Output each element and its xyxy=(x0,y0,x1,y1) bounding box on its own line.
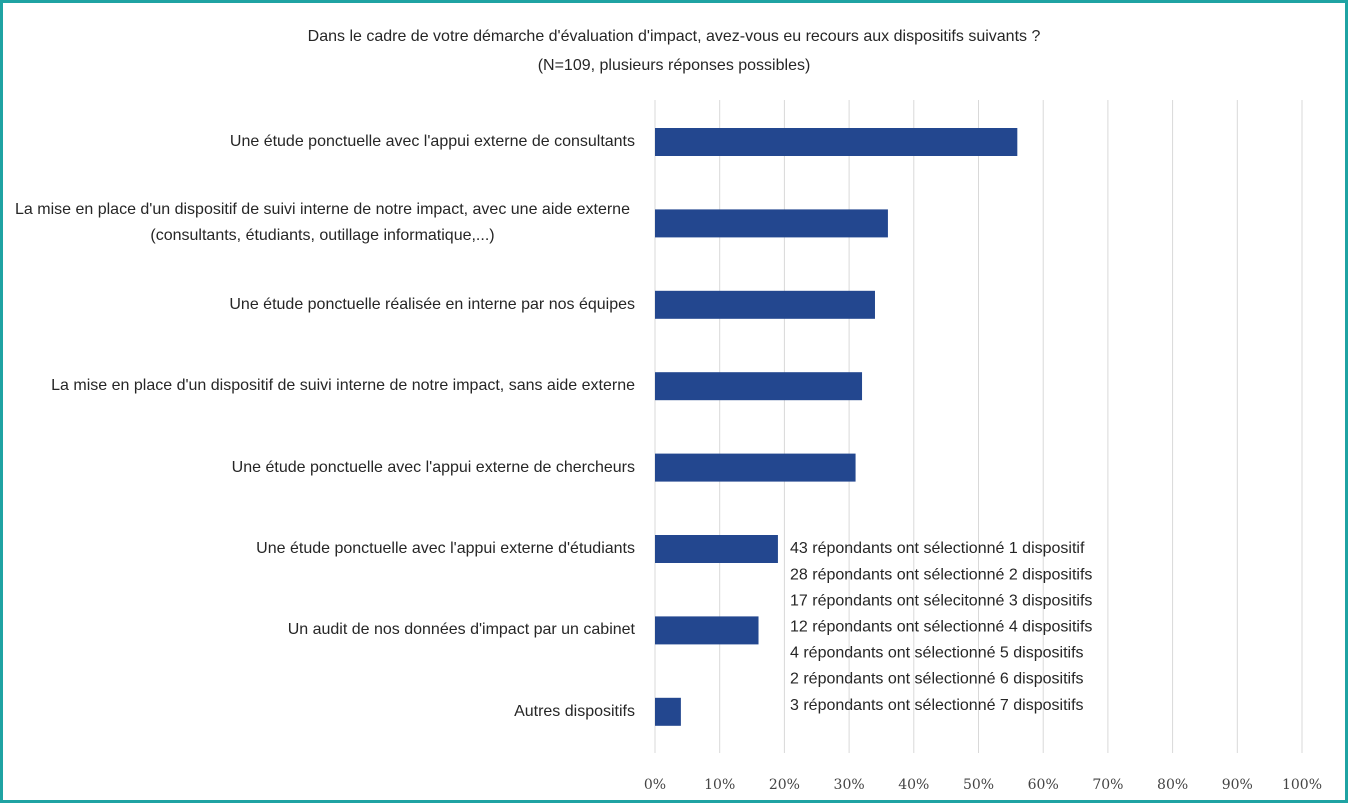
category-label-box: Une étude ponctuelle réalisée en interne… xyxy=(0,292,635,318)
x-tick-label: 20% xyxy=(769,777,800,793)
x-tick-label: 90% xyxy=(1222,777,1253,793)
bar xyxy=(655,128,1018,156)
y-tick-label: Une étude ponctuelle avec l'appui extern… xyxy=(256,540,635,557)
category-label-box: Une étude ponctuelle avec l'appui extern… xyxy=(0,536,635,562)
x-tick-label: 10% xyxy=(704,777,735,793)
bar xyxy=(655,209,888,238)
x-tick-label: 80% xyxy=(1157,777,1188,793)
x-tick-label: 70% xyxy=(1092,777,1123,793)
bar xyxy=(655,372,863,401)
x-tick-label: 40% xyxy=(898,777,929,793)
category-label-box: Une étude ponctuelle avec l'appui extern… xyxy=(0,129,635,155)
bar xyxy=(655,616,759,645)
chart: Dans le cadre de votre démarche d'évalua… xyxy=(308,28,1322,793)
x-tick-label: 100% xyxy=(1282,777,1322,793)
y-tick-label: Une étude ponctuelle avec l'appui extern… xyxy=(229,133,635,150)
category-label-box: La mise en place d'un dispositif de suiv… xyxy=(0,197,635,249)
bar xyxy=(655,535,778,563)
chart-subtitle: (N=109, plusieurs réponses possibles) xyxy=(538,57,811,74)
y-tick-label: Une étude ponctuelle avec l'appui extern… xyxy=(231,458,635,476)
annotation: 28 répondants ont sélectionné 2 disposit… xyxy=(790,566,1092,583)
annotation: 43 répondants ont sélectionné 1 disposit… xyxy=(790,540,1085,557)
y-tick-label: Un audit de nos données d'impact par un … xyxy=(287,621,635,639)
category-label-box: Autres dispositifs xyxy=(0,699,635,725)
annotation: 2 répondants ont sélectionné 6 dispositi… xyxy=(790,671,1084,688)
y-tick-label: La mise en place d'un dispositif de suiv… xyxy=(51,377,635,395)
y-tick-label: La mise en place d'un dispositif de suiv… xyxy=(15,201,630,245)
category-label-box: Une étude ponctuelle avec l'appui extern… xyxy=(0,455,635,481)
annotation: 12 répondants ont sélectionné 4 disposit… xyxy=(790,619,1092,636)
annotation: 4 répondants ont sélectionné 5 dispositi… xyxy=(790,645,1084,662)
category-label-box: La mise en place d'un dispositif de suiv… xyxy=(0,373,635,399)
x-tick-label: 30% xyxy=(834,777,865,793)
annotation: 17 répondants ont sélecitonné 3 disposit… xyxy=(790,592,1092,609)
bar xyxy=(655,697,681,726)
bar xyxy=(655,290,875,319)
annotation: 3 répondants ont sélectionné 7 dispositi… xyxy=(790,697,1084,714)
category-label-box: Un audit de nos données d'impact par un … xyxy=(0,617,635,643)
y-tick-label: Une étude ponctuelle réalisée en interne… xyxy=(229,295,635,313)
y-tick-label: Autres dispositifs xyxy=(514,702,635,720)
chart-title: Dans le cadre de votre démarche d'évalua… xyxy=(308,28,1041,45)
bar xyxy=(655,453,856,482)
x-tick-label: 60% xyxy=(1028,777,1059,793)
x-tick-label: 0% xyxy=(644,777,666,793)
x-tick-label: 50% xyxy=(963,777,994,793)
